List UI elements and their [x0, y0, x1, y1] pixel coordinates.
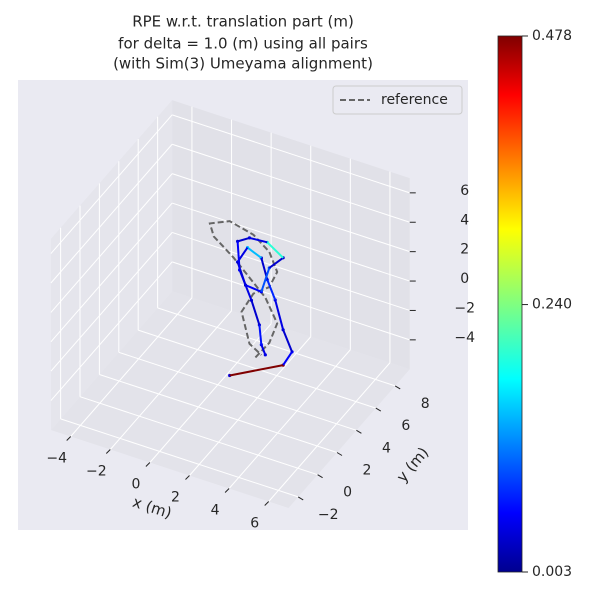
trajectory-segment: [268, 256, 284, 269]
trajectory-segment: [274, 299, 285, 331]
tick-label: 6: [250, 516, 259, 532]
tick-mark: [297, 496, 304, 501]
legend: reference: [332, 85, 463, 115]
trajectory-segment: [282, 351, 293, 366]
left-pane: [50, 100, 173, 431]
trajectory-segment: [237, 236, 250, 243]
grid-line: [171, 202, 410, 282]
grid-line: [50, 114, 173, 254]
tick-mark: [105, 449, 111, 454]
trajectory-segment: [282, 329, 293, 353]
tick-label: 2: [363, 463, 372, 479]
grid-line: [109, 310, 232, 450]
tick-label: 0: [343, 485, 352, 501]
trajectory-segment: [250, 299, 261, 326]
grid-line: [171, 231, 410, 311]
tick-label: −2: [454, 300, 475, 316]
tick-label: 4: [460, 212, 469, 228]
tick-mark: [224, 488, 230, 493]
tick-mark: [356, 429, 362, 434]
marks: [208, 220, 294, 378]
grid-line: [60, 418, 299, 498]
trajectory-segment: [266, 241, 284, 259]
grid-line: [149, 323, 272, 463]
tick-label: 0: [131, 477, 140, 493]
title-line: (with Sim(3) Umeyama alignment): [113, 55, 373, 73]
grid-line: [228, 349, 351, 489]
grid-line: [70, 297, 193, 437]
grid-line: [138, 329, 376, 409]
colorbar-tick-label: 0.003: [532, 564, 572, 580]
grid-line: [50, 202, 173, 343]
trajectory-segment: [246, 246, 262, 259]
tick-label: 6: [401, 418, 410, 434]
tick-mark: [66, 436, 72, 441]
trajectory-segment: [258, 324, 263, 345]
tick-label: 6: [460, 183, 469, 199]
grid-line: [157, 307, 396, 387]
colorbar: [497, 35, 523, 573]
tick-label: 4: [382, 440, 391, 456]
tick-label: −4: [454, 330, 475, 346]
grid-line: [171, 261, 410, 341]
tick-label: 2: [460, 242, 469, 258]
trajectory-point: [263, 353, 267, 357]
grid-line: [99, 374, 338, 453]
reference-path: [208, 220, 279, 359]
trajectory-segment: [260, 344, 267, 356]
title-line: RPE w.r.t. translation part (m): [132, 13, 354, 31]
tick-label: −2: [86, 464, 107, 480]
colorbar-tick-label: 0.240: [532, 297, 572, 313]
grid-line: [50, 173, 173, 313]
tick-mark: [185, 475, 190, 480]
tick-label: −2: [318, 507, 339, 523]
tick-label: −4: [46, 451, 67, 467]
tick-mark: [145, 462, 151, 467]
tick-label: 8: [421, 396, 430, 412]
trajectory-segment: [229, 364, 284, 377]
floor-pane: [50, 291, 410, 508]
grid-line: [268, 362, 391, 502]
grid-line: [50, 232, 173, 372]
tick-mark: [375, 407, 382, 412]
grid-line: [50, 143, 173, 284]
trajectory-segment: [238, 269, 253, 301]
grid-line: [171, 143, 410, 223]
grid-line: [50, 261, 173, 401]
colorbar-tick-label: 0.478: [532, 28, 572, 44]
grid-line: [171, 173, 410, 253]
tick-mark: [336, 452, 343, 456]
trajectory-segment: [236, 241, 241, 271]
grid-line: [171, 114, 410, 194]
trajectory-segment: [245, 284, 262, 293]
colorbar-axis: 0.003 0.240 0.478: [522, 28, 572, 580]
tick-mark: [317, 474, 323, 479]
trajectory-segment: [266, 279, 277, 301]
tick-mark: [264, 501, 270, 506]
legend-frame: [332, 85, 463, 115]
trajectory-segment: [249, 236, 268, 244]
tick-label: 2: [171, 490, 180, 506]
legend-label: reference: [381, 92, 448, 108]
trajectory-segment: [260, 267, 271, 293]
grid-line: [79, 396, 318, 476]
grid-line: [118, 351, 357, 431]
tick-label: 0: [460, 271, 469, 287]
grid-line: [189, 336, 312, 476]
tick-label: 4: [211, 503, 220, 519]
tick-mark: [394, 385, 401, 390]
title-line: for delta = 1.0 (m) using all pairs: [118, 35, 368, 53]
